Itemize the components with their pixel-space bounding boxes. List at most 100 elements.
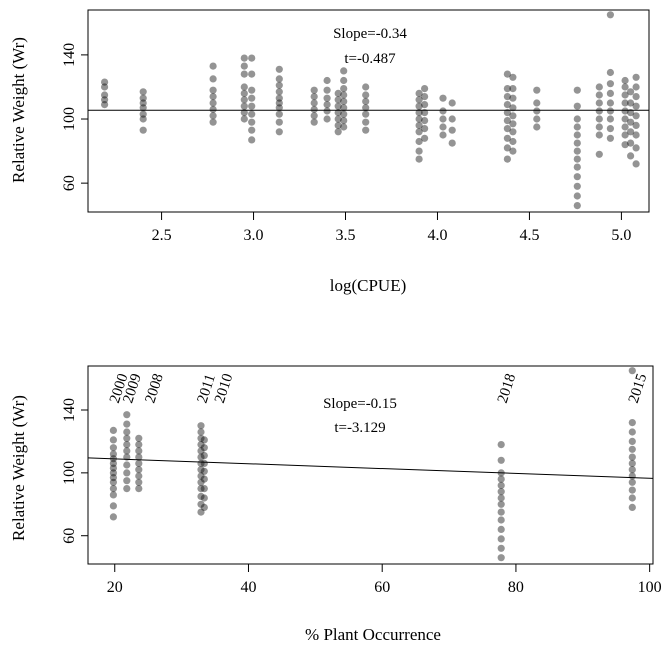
data-point xyxy=(197,485,205,493)
data-point xyxy=(573,173,581,181)
data-point xyxy=(509,137,517,146)
data-point xyxy=(197,453,205,461)
data-point xyxy=(240,102,248,110)
data-point xyxy=(415,102,423,110)
x-tick-label: 3.5 xyxy=(336,227,356,244)
data-point xyxy=(621,123,629,131)
data-point xyxy=(209,62,217,70)
data-point xyxy=(628,472,636,480)
data-point xyxy=(497,544,505,552)
data-point xyxy=(248,86,256,94)
data-point xyxy=(123,420,131,428)
data-point xyxy=(109,491,117,499)
data-point xyxy=(109,513,117,521)
data-point xyxy=(497,535,505,543)
data-point xyxy=(340,97,348,105)
data-point xyxy=(439,115,447,123)
data-point xyxy=(606,80,615,88)
data-point xyxy=(334,102,342,110)
data-point xyxy=(573,131,581,139)
data-point xyxy=(200,494,208,502)
data-point xyxy=(323,101,331,109)
data-point xyxy=(421,134,429,142)
data-point xyxy=(439,107,447,115)
data-point xyxy=(606,99,615,107)
data-point xyxy=(209,93,217,101)
data-point xyxy=(248,94,256,102)
y-tick-label: 100 xyxy=(61,107,78,131)
data-point xyxy=(101,96,109,104)
data-point xyxy=(310,105,318,113)
data-point xyxy=(595,83,603,91)
data-point xyxy=(275,94,283,102)
data-point xyxy=(628,486,636,494)
data-point xyxy=(595,91,603,99)
data-point xyxy=(415,115,423,123)
y-tick-label: 60 xyxy=(61,175,78,191)
data-point xyxy=(139,110,147,118)
panel-2-x-ticks: 20 40 60 80 100 xyxy=(107,564,662,596)
data-point xyxy=(497,441,505,449)
data-point xyxy=(340,67,348,75)
data-point xyxy=(627,88,635,96)
data-point xyxy=(197,422,205,430)
data-point xyxy=(621,91,629,99)
data-point xyxy=(627,118,635,126)
data-point xyxy=(139,99,147,107)
data-point xyxy=(275,75,283,83)
data-point xyxy=(240,115,248,123)
data-point xyxy=(209,105,217,113)
data-point xyxy=(275,110,283,118)
data-point xyxy=(248,118,256,126)
data-point xyxy=(109,474,117,482)
data-point xyxy=(209,86,217,94)
data-point xyxy=(240,83,248,91)
data-point xyxy=(101,91,109,99)
data-point xyxy=(101,83,109,91)
data-point xyxy=(503,70,511,78)
data-point xyxy=(448,139,456,147)
data-point xyxy=(533,86,541,94)
data-point xyxy=(362,126,370,134)
data-point xyxy=(497,456,505,464)
data-point xyxy=(248,126,256,134)
data-point xyxy=(240,62,248,70)
data-point xyxy=(310,93,318,101)
data-point xyxy=(200,452,208,460)
data-point xyxy=(533,115,541,123)
data-point xyxy=(497,554,505,562)
data-point xyxy=(275,81,283,89)
data-point xyxy=(248,70,256,78)
data-point xyxy=(628,478,636,486)
data-point xyxy=(573,102,581,110)
data-point xyxy=(497,525,505,534)
data-point xyxy=(621,131,629,139)
data-point xyxy=(509,112,517,120)
data-point xyxy=(340,117,348,125)
data-point xyxy=(497,488,505,496)
data-point xyxy=(200,475,208,483)
data-point xyxy=(310,112,318,120)
data-point xyxy=(362,110,370,118)
data-point xyxy=(497,481,505,489)
data-point xyxy=(628,428,636,436)
data-point xyxy=(323,107,331,115)
data-point xyxy=(509,147,517,155)
data-point xyxy=(334,109,342,117)
data-point xyxy=(139,115,147,123)
data-point xyxy=(248,54,256,62)
data-point xyxy=(606,134,615,142)
data-point xyxy=(334,121,342,129)
data-point xyxy=(497,516,505,524)
data-point xyxy=(573,86,581,94)
data-point xyxy=(632,112,640,120)
data-point xyxy=(421,93,429,101)
data-point xyxy=(421,125,429,133)
data-point xyxy=(240,89,248,97)
panel-2-y-ticks: 60 100 140 xyxy=(61,398,88,544)
data-point xyxy=(573,182,581,190)
data-point xyxy=(135,447,143,455)
data-point xyxy=(533,123,541,131)
panel-1-x-axis-label: log(CPUE) xyxy=(330,276,407,295)
